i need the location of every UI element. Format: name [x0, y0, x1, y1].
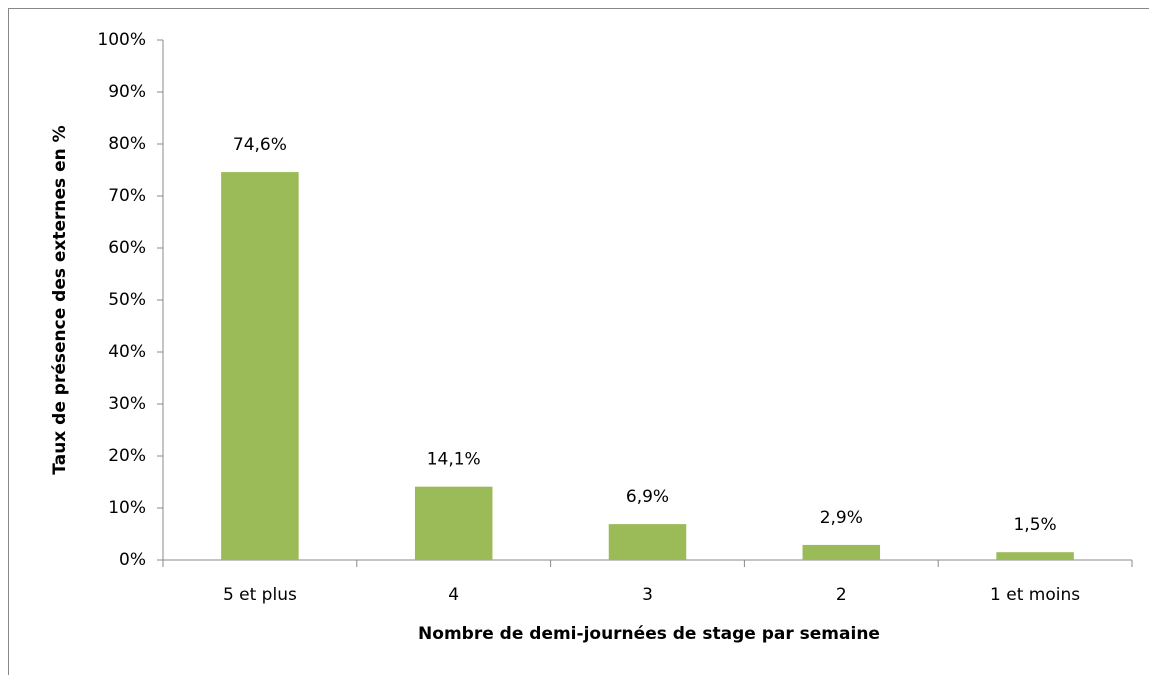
x-tick-label: 1 et moins — [990, 585, 1080, 605]
data-label: 6,9% — [626, 487, 669, 507]
bar — [996, 552, 1074, 560]
y-tick-label: 100% — [97, 30, 146, 50]
bar — [414, 486, 493, 560]
data-label: 14,1% — [427, 450, 481, 470]
y-tick-label: 10% — [108, 498, 146, 518]
bar — [221, 172, 299, 560]
y-tick-label: 30% — [108, 394, 146, 414]
x-tick-label: 4 — [448, 585, 459, 605]
bar — [608, 524, 687, 560]
bar — [802, 544, 881, 560]
y-tick-label: 80% — [108, 134, 146, 154]
x-tick-label: 3 — [642, 585, 653, 605]
x-axis-label: Nombre de demi-journées de stage par sem… — [418, 624, 880, 644]
y-tick-label: 20% — [108, 446, 146, 466]
y-tick-label: 60% — [108, 238, 146, 258]
chart-frame — [8, 8, 1149, 675]
y-tick-label: 40% — [108, 342, 146, 362]
data-label: 2,9% — [820, 508, 863, 528]
data-label: 74,6% — [233, 135, 287, 155]
x-tick-label: 2 — [836, 585, 847, 605]
data-label: 1,5% — [1013, 515, 1056, 535]
y-tick-label: 0% — [119, 550, 146, 570]
y-tick-label: 50% — [108, 290, 146, 310]
y-axis-label: Taux de présence des externes en % — [50, 125, 70, 474]
x-tick-label: 5 et plus — [223, 585, 297, 605]
y-tick-label: 70% — [108, 186, 146, 206]
y-tick-label: 90% — [108, 82, 146, 102]
